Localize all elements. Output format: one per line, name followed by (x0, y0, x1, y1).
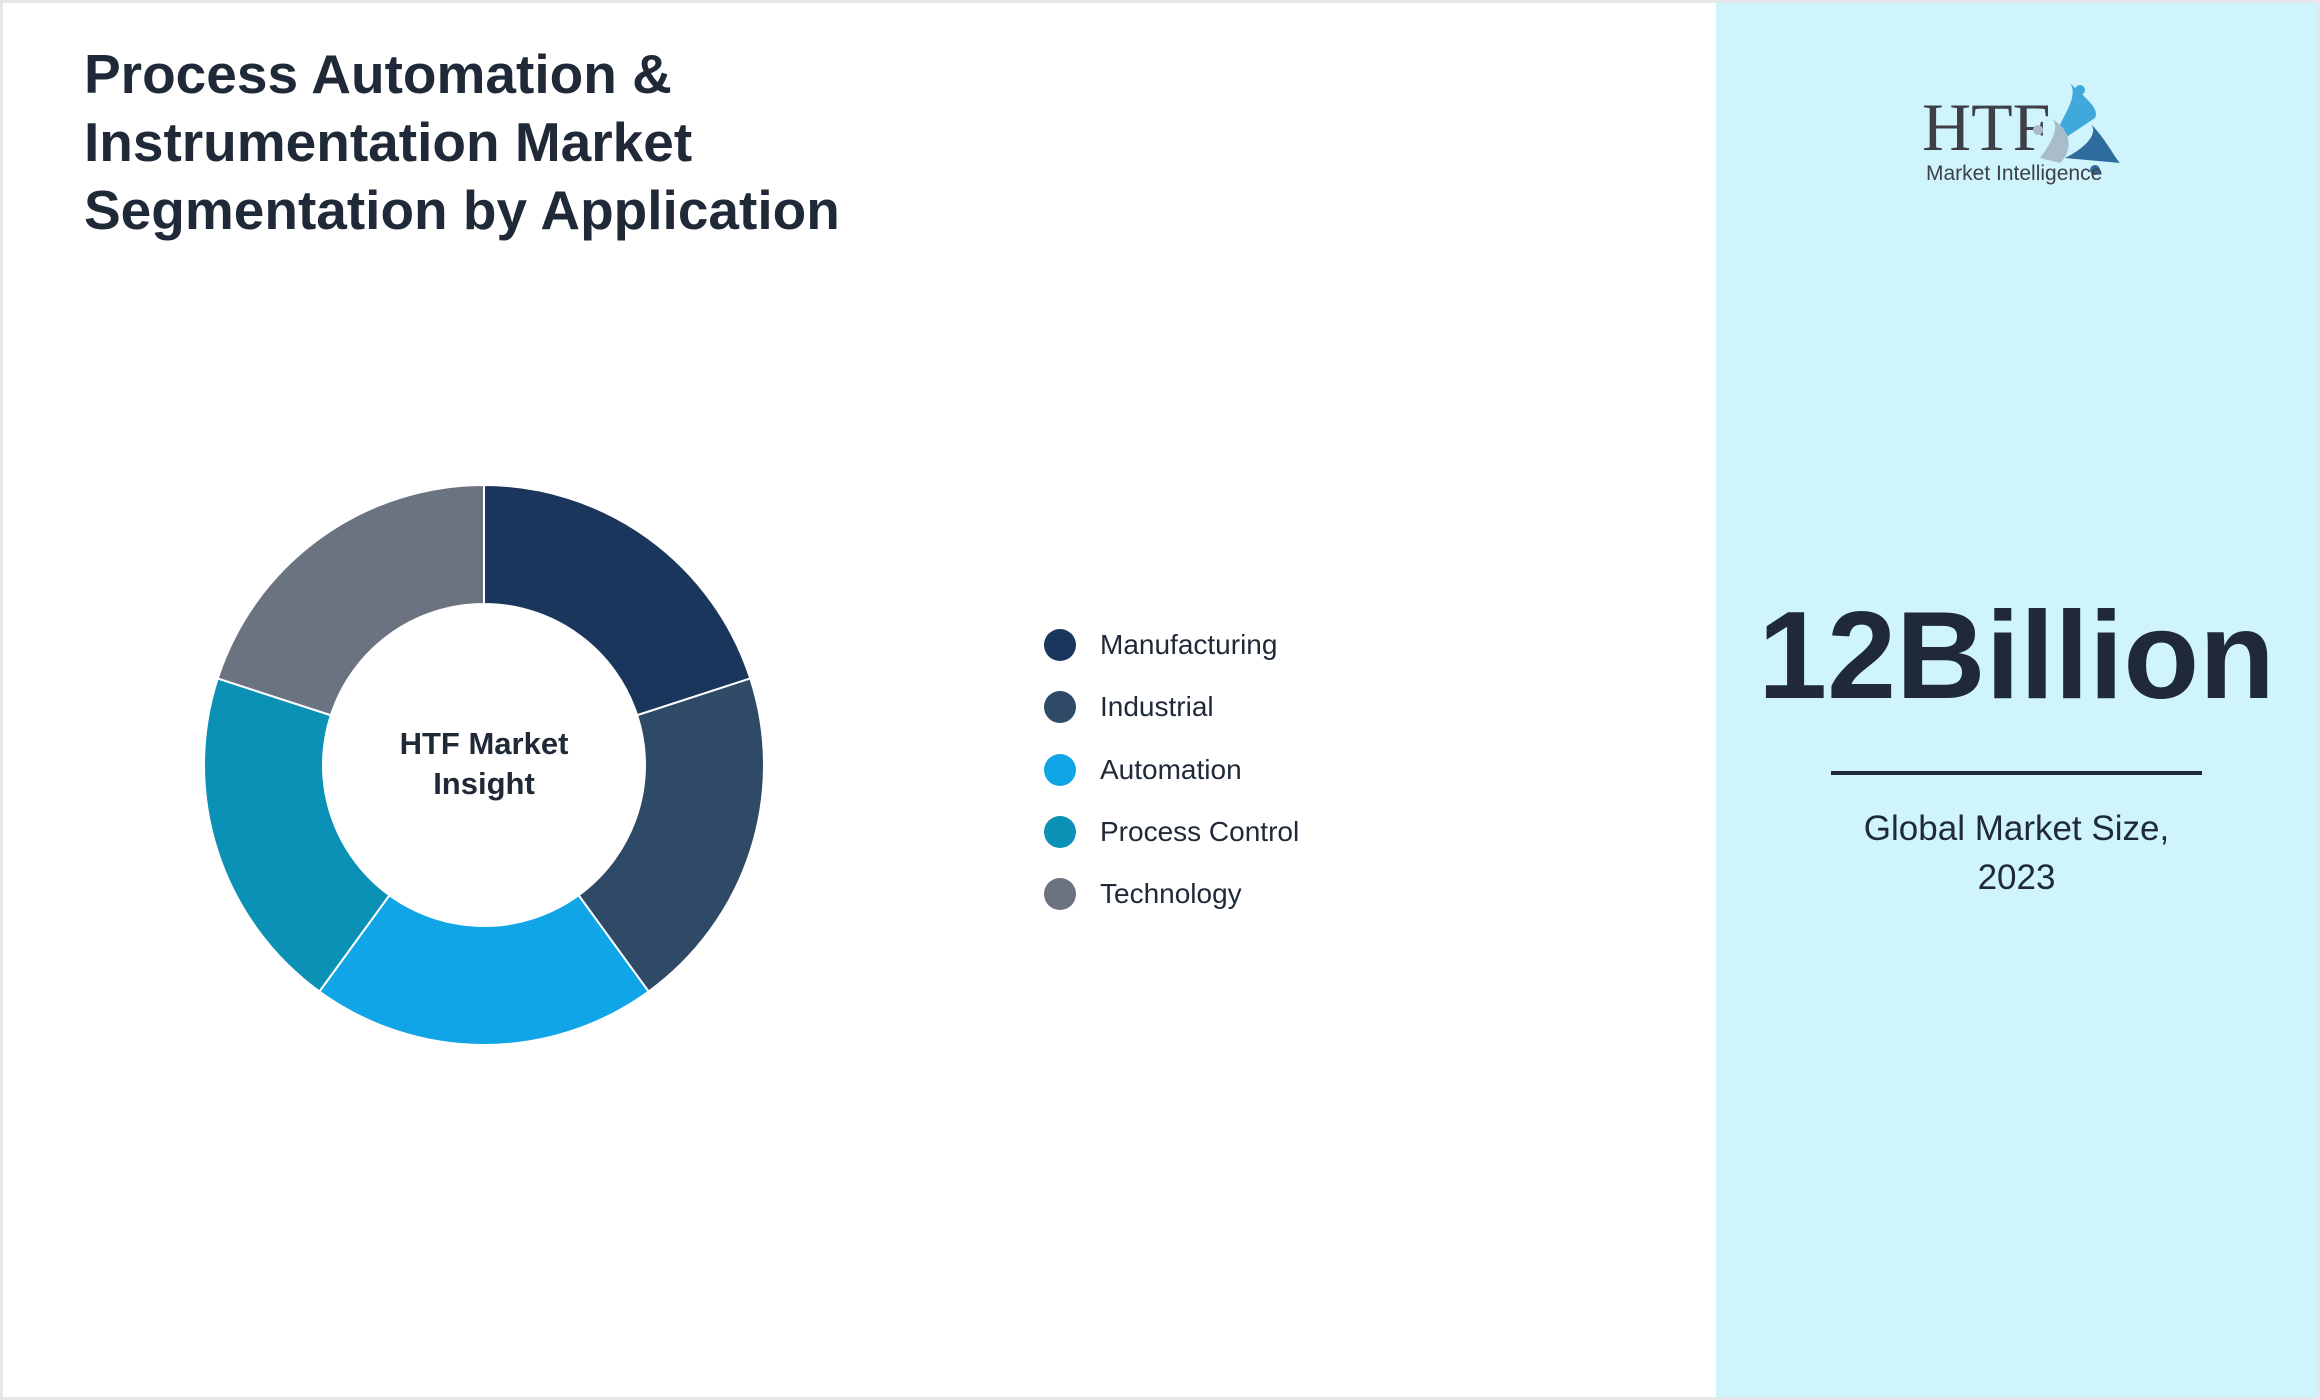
donut-slice-process-control (203, 677, 391, 993)
legend-item: Technology (1044, 877, 1242, 911)
legend-item: Industrial (1044, 690, 1214, 724)
legend-swatch (1044, 816, 1076, 848)
legend-swatch (1044, 691, 1076, 723)
donut-chart (203, 483, 765, 1047)
page-title: Process Automation & Instrumentation Mar… (84, 43, 840, 241)
donut-slice-automation (318, 893, 650, 1047)
legend-swatch (1044, 629, 1076, 661)
donut-slice-manufacturing (483, 483, 752, 717)
donut-center-label: HTF Market Insight (399, 726, 569, 801)
legend-item: Manufacturing (1044, 628, 1277, 662)
market-size-value: 12Billion (1758, 587, 2275, 725)
legend-label: Technology (1100, 878, 1242, 909)
logo-htf-text: HTF (1922, 89, 2050, 165)
legend-item: Process Control (1044, 815, 1299, 849)
legend-item: Automation (1044, 753, 1242, 787)
legend-label: Industrial (1100, 691, 1214, 722)
logo-subtext: Market Intelligence (1926, 162, 2102, 185)
legend-swatch (1044, 878, 1076, 910)
legend-label: Manufacturing (1100, 629, 1278, 660)
legend-label: Process Control (1100, 816, 1300, 847)
market-size-label: Global Market Size, 2023 (1863, 809, 2170, 897)
donut-slice-industrial (577, 677, 765, 993)
summary-panel (1716, 3, 2317, 1397)
legend-swatch (1044, 754, 1076, 786)
legend-label: Automation (1100, 754, 1242, 785)
donut-slice-technology (216, 483, 485, 717)
divider (1831, 771, 2202, 775)
htf-logo: HTF Market Intelligence (1922, 83, 2120, 185)
